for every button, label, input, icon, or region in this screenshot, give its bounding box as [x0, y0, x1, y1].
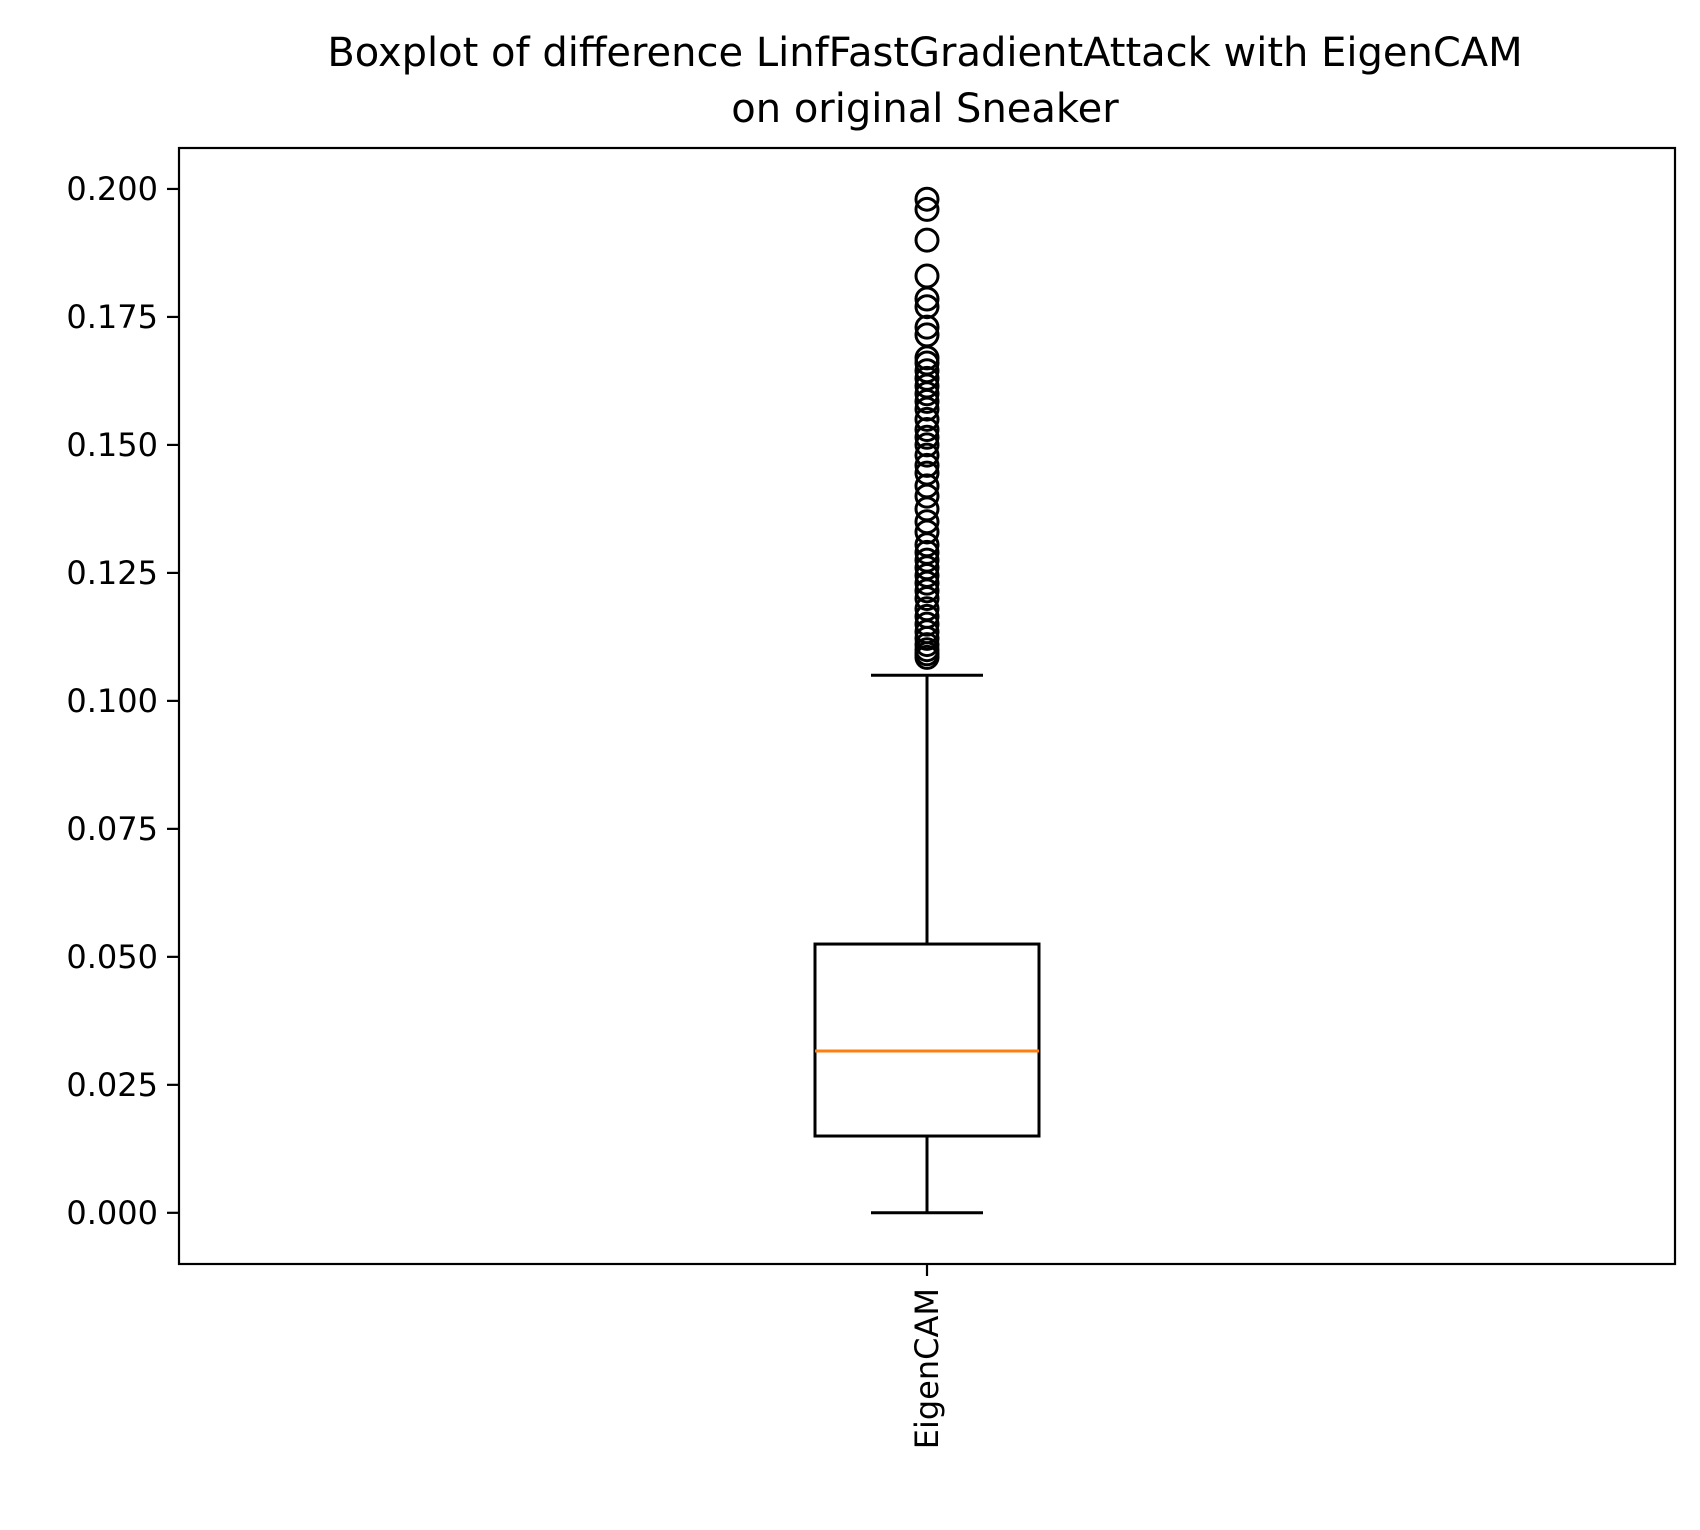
outlier-point-18 — [914, 509, 940, 535]
y-tick-label-3: 0.075 — [66, 810, 158, 848]
outlier-point-43 — [914, 196, 940, 222]
outlier-point-41 — [914, 263, 940, 289]
y-tick-label-2: 0.050 — [66, 938, 158, 976]
chart-title-line-1: Boxplot of difference LinfFastGradientAt… — [327, 30, 1522, 76]
y-tick-label-0: 0.000 — [66, 1194, 158, 1232]
outlier-point-8 — [914, 596, 940, 622]
box-group-eigencam — [813, 186, 1041, 1215]
y-tick-label-4: 0.100 — [66, 682, 158, 720]
outlier-point-27 — [914, 417, 940, 443]
outlier-point-25 — [914, 432, 940, 458]
marks-layer — [813, 186, 1041, 1215]
x-tick-label-0: EigenCAM — [908, 1288, 946, 1449]
outlier-point-44 — [914, 186, 940, 212]
y-tick-label-8: 0.200 — [66, 170, 158, 208]
outlier-point-28 — [914, 406, 940, 432]
outlier-point-24 — [914, 442, 940, 468]
axes-layer: 0.000 0.025 0.050 0.075 0.100 0.125 0.150 0.175… — [66, 146, 1677, 1449]
outlier-point-42 — [914, 227, 940, 253]
box-iqr — [813, 942, 1041, 1138]
outlier-point-6 — [914, 611, 940, 637]
chart-title-line-2: on original Sneaker — [731, 86, 1119, 132]
outlier-point-7 — [914, 603, 940, 629]
y-tick-label-1: 0.025 — [66, 1066, 158, 1104]
y-tick-label-6: 0.150 — [66, 426, 158, 464]
outlier-point-23 — [914, 452, 940, 478]
outlier-point-21 — [914, 473, 940, 499]
outlier-point-39 — [914, 294, 940, 320]
y-tick-label-5: 0.125 — [66, 554, 158, 592]
outlier-point-33 — [914, 365, 940, 391]
outlier-point-15 — [914, 539, 940, 565]
outlier-point-38 — [914, 314, 940, 340]
outlier-point-26 — [914, 424, 940, 450]
outlier-point-37 — [914, 322, 940, 348]
outlier-point-3 — [914, 632, 940, 658]
y-tick-label-7: 0.175 — [66, 298, 158, 336]
outlier-point-34 — [914, 358, 940, 384]
outlier-point-22 — [914, 460, 940, 486]
outlier-point-14 — [914, 547, 940, 573]
outlier-point-36 — [914, 345, 940, 371]
outlier-point-19 — [914, 496, 940, 522]
